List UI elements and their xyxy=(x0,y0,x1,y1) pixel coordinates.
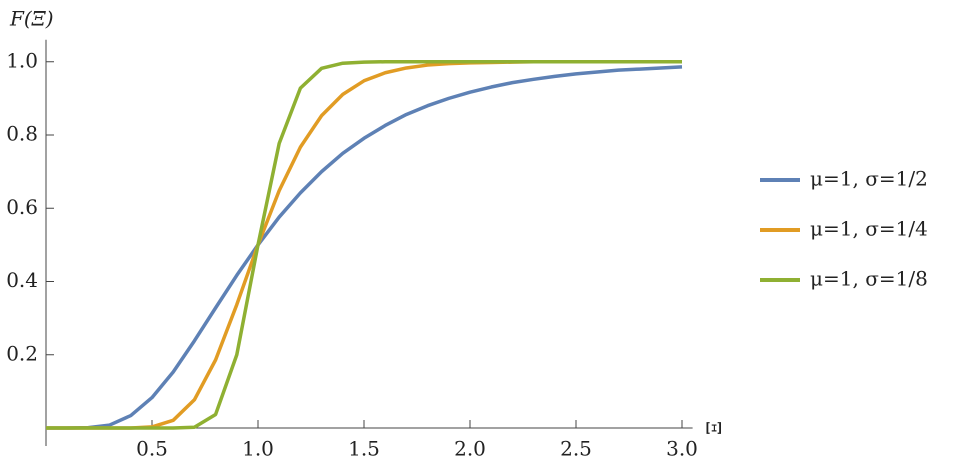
y-tick-label: 1.0 xyxy=(6,48,38,72)
x-tick-label: 1.0 xyxy=(242,437,274,461)
y-tick-label: 0.2 xyxy=(6,341,38,365)
series-line xyxy=(46,60,682,430)
series-line xyxy=(46,60,682,430)
series-line xyxy=(46,65,683,430)
x-tick-label: 2.5 xyxy=(560,437,592,461)
x-tick-label: 2.0 xyxy=(454,437,486,461)
legend-label: μ=1, σ=1/8 xyxy=(810,267,928,291)
x-tick-label: 3.0 xyxy=(666,437,698,461)
legend-label: μ=1, σ=1/2 xyxy=(810,167,928,191)
x-axis-label: Ξ xyxy=(702,421,726,435)
y-tick-label: 0.8 xyxy=(6,122,38,146)
y-tick-label: 0.6 xyxy=(6,195,38,219)
y-axis-label: F(Ξ) xyxy=(9,7,54,31)
y-tick-label: 0.4 xyxy=(6,268,38,292)
x-tick-label: 1.5 xyxy=(348,437,380,461)
legend-label: μ=1, σ=1/4 xyxy=(810,217,928,241)
x-tick-label: 0.5 xyxy=(136,437,168,461)
